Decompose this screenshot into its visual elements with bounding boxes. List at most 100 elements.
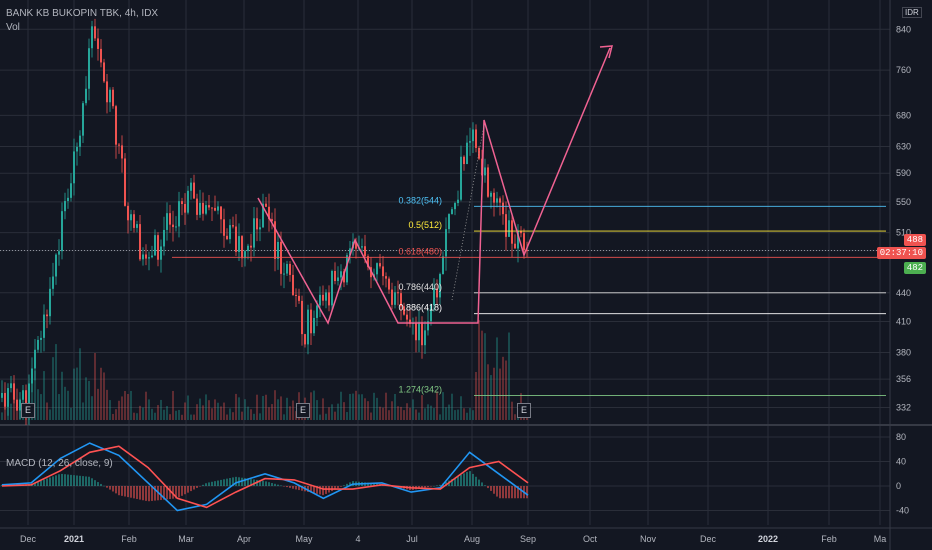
macd-histogram-bar bbox=[205, 483, 207, 486]
macd-histogram-bar bbox=[493, 486, 495, 494]
volume-bar bbox=[418, 412, 420, 420]
volume-bar bbox=[85, 377, 87, 420]
candle-body bbox=[31, 368, 33, 384]
volume-bar bbox=[160, 399, 162, 420]
macd-histogram-bar bbox=[118, 486, 120, 496]
candle-body bbox=[130, 214, 132, 221]
macd-histogram-bar bbox=[262, 480, 264, 486]
candle-body bbox=[454, 203, 456, 210]
macd-histogram-bar bbox=[496, 486, 498, 497]
macd-histogram-bar bbox=[247, 478, 249, 486]
price-tick-label: 630 bbox=[896, 142, 911, 152]
candle-body bbox=[424, 330, 426, 346]
candle-body bbox=[439, 274, 441, 298]
candle-body bbox=[484, 167, 486, 176]
volume-bar bbox=[100, 367, 102, 420]
candle-body bbox=[340, 271, 342, 278]
macd-histogram-bar bbox=[367, 482, 369, 486]
candle-body bbox=[205, 205, 207, 214]
candle-body bbox=[355, 241, 357, 249]
macd-histogram-bar bbox=[430, 486, 432, 487]
macd-histogram-bar bbox=[313, 486, 315, 494]
candle-body bbox=[118, 144, 120, 146]
macd-histogram-bar bbox=[424, 486, 426, 488]
volume-bar bbox=[82, 402, 84, 420]
candle-body bbox=[223, 219, 225, 236]
candle-body bbox=[253, 218, 255, 248]
volume-bar bbox=[226, 414, 228, 420]
candle-body bbox=[322, 294, 324, 301]
currency-label[interactable]: IDR bbox=[902, 7, 922, 18]
macd-histogram-bar bbox=[106, 486, 108, 488]
volume-bar bbox=[514, 414, 516, 420]
macd-histogram-bar bbox=[508, 486, 510, 499]
volume-bar bbox=[7, 393, 9, 420]
candle-body bbox=[265, 203, 267, 207]
candle-body bbox=[526, 249, 528, 251]
volume-bar bbox=[334, 411, 336, 420]
earnings-marker[interactable]: E bbox=[296, 403, 310, 418]
volume-bar bbox=[1, 412, 3, 420]
time-tick-label: 4 bbox=[355, 534, 360, 544]
macd-histogram-bar bbox=[160, 486, 162, 500]
candle-body bbox=[43, 314, 45, 338]
candle-body bbox=[163, 229, 165, 247]
volume-bar bbox=[97, 388, 99, 420]
volume-bar bbox=[256, 394, 258, 420]
candle-body bbox=[457, 199, 459, 204]
candle-body bbox=[124, 158, 126, 206]
volume-bar bbox=[352, 393, 354, 420]
macd-histogram-bar bbox=[43, 479, 45, 486]
volume-bar bbox=[202, 405, 204, 420]
volume-bar bbox=[373, 392, 375, 420]
macd-histogram-bar bbox=[82, 476, 84, 486]
volume-bar bbox=[166, 406, 168, 420]
macd-histogram-bar bbox=[454, 477, 456, 486]
time-tick-label: Aug bbox=[464, 534, 480, 544]
volume-bar bbox=[322, 398, 324, 420]
price-tick-label: 550 bbox=[896, 197, 911, 207]
macd-histogram-bar bbox=[241, 477, 243, 486]
candle-body bbox=[520, 231, 522, 234]
volume-bar bbox=[511, 401, 513, 420]
volume-bar bbox=[421, 395, 423, 420]
volume-bar bbox=[424, 408, 426, 420]
volume-bar bbox=[271, 404, 273, 420]
volume-bar bbox=[445, 407, 447, 420]
candle-body bbox=[133, 214, 135, 228]
macd-histogram-bar bbox=[229, 478, 231, 486]
candle-body bbox=[202, 202, 204, 214]
candle-body bbox=[148, 257, 150, 259]
macd-histogram-bar bbox=[79, 475, 81, 486]
volume-bar bbox=[10, 403, 12, 420]
volume-bar bbox=[94, 352, 96, 420]
candle-body bbox=[463, 156, 465, 165]
macd-histogram-bar bbox=[469, 471, 471, 486]
volume-bar bbox=[289, 406, 291, 420]
candle-body bbox=[139, 224, 141, 260]
volume-bar bbox=[79, 348, 81, 420]
candle-body bbox=[517, 231, 519, 249]
candle-body bbox=[28, 383, 30, 413]
candle-body bbox=[115, 106, 117, 145]
time-tick-label: Dec bbox=[700, 534, 717, 544]
candle-body bbox=[199, 202, 201, 215]
volume-bar bbox=[133, 412, 135, 420]
volume-bar bbox=[382, 407, 384, 420]
earnings-marker[interactable]: E bbox=[517, 403, 531, 418]
volume-bar bbox=[355, 390, 357, 420]
earnings-marker[interactable]: E bbox=[21, 403, 35, 418]
candle-body bbox=[25, 390, 27, 413]
candle-body bbox=[277, 241, 279, 259]
volume-bar bbox=[64, 386, 66, 420]
volume-bar bbox=[19, 398, 21, 420]
macd-histogram-bar bbox=[307, 486, 309, 492]
volume-bar bbox=[376, 397, 378, 420]
macd-histogram-bar bbox=[73, 475, 75, 486]
macd-histogram-bar bbox=[277, 484, 279, 486]
time-tick-label: 2022 bbox=[758, 534, 778, 544]
candle-body bbox=[298, 295, 300, 301]
candle-body bbox=[142, 254, 144, 260]
volume-bar bbox=[325, 413, 327, 420]
